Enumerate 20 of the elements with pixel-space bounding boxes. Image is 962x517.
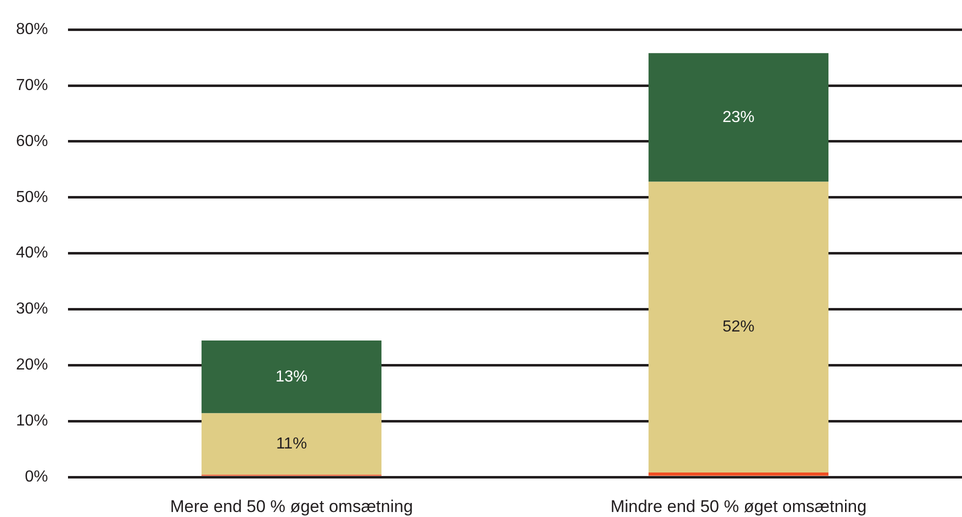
bar [648, 53, 828, 182]
y-tick-label: 0% [24, 468, 48, 486]
x-tick-label: Mere end 50 % øget omsætning [170, 496, 413, 516]
bar [648, 472, 828, 476]
x-tick-label: Mindre end 50 % øget omsætning [610, 496, 867, 516]
y-tick-label: 80% [16, 21, 48, 38]
data-label: 13% [275, 368, 308, 386]
y-tick-label: 50% [16, 188, 48, 206]
y-tick-label: 20% [16, 356, 48, 374]
y-tick-label: 10% [16, 412, 48, 430]
data-label: 11% [276, 435, 307, 452]
y-tick-label: 30% [16, 300, 48, 318]
y-tick-label: 60% [16, 132, 48, 150]
data-label: 23% [722, 108, 755, 126]
bar [202, 340, 382, 414]
y-tick-label: 40% [16, 244, 48, 262]
bar [648, 182, 828, 473]
data-label: 52% [722, 318, 755, 336]
bar [202, 413, 382, 475]
y-tick-label: 70% [16, 76, 48, 94]
